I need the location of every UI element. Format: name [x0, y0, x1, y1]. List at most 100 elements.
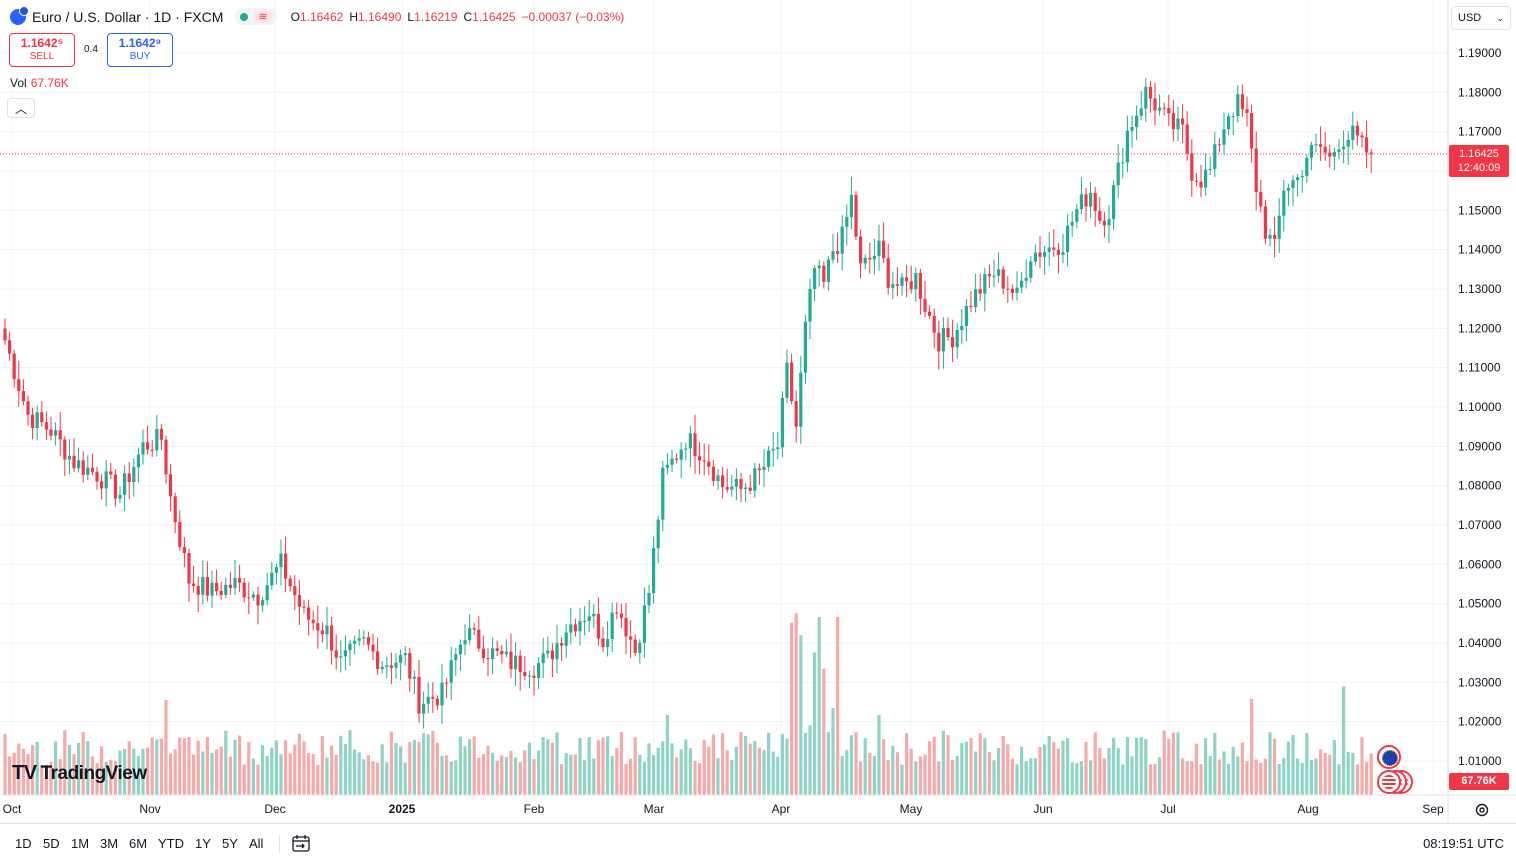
- volume-bar: [753, 740, 757, 795]
- volume-bar: [1052, 742, 1056, 795]
- candle-body: [661, 467, 665, 520]
- volume-bar: [54, 741, 58, 795]
- candle-body: [905, 277, 909, 282]
- volume-bar: [734, 746, 738, 795]
- candle-body: [54, 430, 58, 436]
- volume-bar: [1314, 758, 1318, 795]
- range-button-1d[interactable]: 1D: [15, 836, 32, 851]
- candle-body: [210, 582, 214, 596]
- market-status-badge[interactable]: ≋: [235, 8, 277, 25]
- candle-body: [656, 519, 660, 549]
- volume-bar: [642, 761, 646, 795]
- eu-flag-event-icon[interactable]: [1377, 745, 1401, 769]
- volume-bar: [150, 737, 154, 795]
- candle-body: [546, 650, 550, 654]
- candle-body: [560, 643, 564, 646]
- volume-bar: [330, 745, 334, 795]
- candle-body: [1148, 86, 1152, 99]
- candle-body: [164, 439, 168, 475]
- volume-bar: [408, 742, 412, 795]
- time-tick-label: Dec: [264, 802, 285, 816]
- currency-select[interactable]: USD ⌄: [1451, 6, 1511, 30]
- volume-legend[interactable]: Vol 67.76K: [10, 76, 69, 90]
- volume-bar: [481, 754, 485, 795]
- volume-bar: [693, 760, 697, 795]
- range-button-1m[interactable]: 1M: [71, 836, 90, 851]
- candle-body: [417, 676, 421, 714]
- volume-bar: [1070, 762, 1074, 795]
- candle-body: [739, 479, 743, 489]
- range-button-1y[interactable]: 1Y: [195, 836, 211, 851]
- volume-bar: [256, 764, 260, 795]
- candle-body: [238, 577, 242, 583]
- candle-body: [1052, 247, 1056, 250]
- candle-body: [1162, 107, 1166, 109]
- candle-body: [909, 281, 913, 290]
- range-button-all[interactable]: All: [249, 836, 264, 851]
- volume-bar: [228, 756, 232, 795]
- volume-bar: [587, 737, 591, 795]
- volume-bar: [1236, 756, 1240, 795]
- tradingview-logo[interactable]: TV TradingView: [12, 762, 147, 785]
- candle-body: [288, 578, 292, 587]
- candle-body: [541, 653, 545, 664]
- candle-body: [49, 429, 53, 436]
- collapse-legend-button[interactable]: ︿: [7, 98, 35, 118]
- candle-body: [408, 653, 412, 679]
- volume-bar: [872, 755, 876, 795]
- buy-button[interactable]: 1.1642⁹ BUY: [107, 33, 173, 67]
- price-chart[interactable]: 1.190001.180001.170001.160001.150001.140…: [0, 0, 1516, 823]
- candle-body: [610, 612, 614, 640]
- sell-button[interactable]: 1.1642⁵ SELL: [9, 33, 75, 67]
- volume-bar: [826, 732, 830, 795]
- us-flag-event-icon[interactable]: [1377, 770, 1401, 794]
- volume-bar: [1010, 758, 1014, 795]
- volume-bar: [293, 744, 297, 795]
- range-button-3m[interactable]: 3M: [100, 836, 119, 851]
- candle-body: [1158, 107, 1162, 111]
- range-button-5d[interactable]: 5D: [43, 836, 60, 851]
- candle-body: [412, 676, 416, 679]
- range-button-5y[interactable]: 5Y: [222, 836, 238, 851]
- volume-bar: [992, 760, 996, 795]
- range-button-6m[interactable]: 6M: [129, 836, 148, 851]
- volume-bar: [426, 734, 430, 795]
- candle-body: [771, 449, 775, 451]
- candle-body: [1079, 194, 1083, 210]
- last-price-tag: 1.16425 12:40:09: [1449, 145, 1509, 177]
- symbol-title[interactable]: Euro / U.S. Dollar · 1D · FXCM: [32, 8, 224, 25]
- candle-body: [1167, 108, 1171, 114]
- candle-body: [486, 658, 490, 660]
- volume-bar: [435, 742, 439, 795]
- candle-body: [132, 467, 136, 482]
- candle-body: [1047, 247, 1051, 252]
- candle-body: [1181, 118, 1185, 125]
- volume-bar: [385, 762, 389, 795]
- candle-body: [1185, 124, 1189, 154]
- volume-bar: [270, 747, 274, 795]
- chevron-down-icon: ⌄: [1496, 12, 1504, 23]
- candle-body: [1355, 125, 1359, 136]
- volume-bar: [127, 741, 131, 795]
- candle-body: [509, 651, 513, 670]
- volume-bar: [472, 736, 476, 795]
- ohlc-low: L1.16219: [407, 9, 458, 24]
- range-button-ytd[interactable]: YTD: [158, 836, 184, 851]
- volume-bar: [1153, 763, 1157, 795]
- candle-body: [376, 651, 380, 669]
- settings-gear-icon[interactable]: [1472, 800, 1492, 820]
- volume-bar: [109, 759, 113, 795]
- utc-clock[interactable]: 08:19:51 UTC: [1423, 836, 1504, 851]
- volume-bar: [776, 756, 780, 795]
- candle-body: [1038, 252, 1042, 257]
- date-range-calendar-icon[interactable]: [290, 834, 312, 854]
- volume-bar: [399, 746, 403, 795]
- volume-bar: [1328, 754, 1332, 795]
- candle-body: [1043, 251, 1047, 257]
- candle-body: [702, 460, 706, 462]
- volume-bar: [665, 715, 669, 795]
- candle-body: [44, 422, 48, 430]
- volume-bar: [1309, 759, 1313, 795]
- candle-body: [1254, 148, 1258, 193]
- candle-body: [583, 621, 587, 623]
